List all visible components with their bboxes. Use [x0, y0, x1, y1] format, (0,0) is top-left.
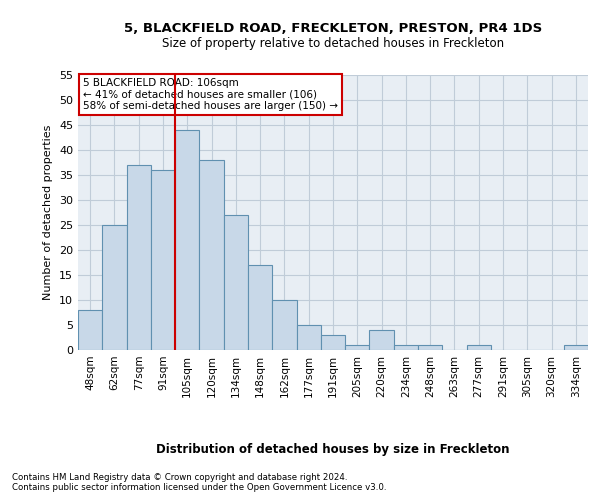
Bar [394, 345, 418, 350]
Bar [224, 215, 248, 350]
Bar [151, 170, 175, 350]
Bar [175, 130, 199, 350]
Bar [199, 160, 224, 350]
Bar [272, 300, 296, 350]
Bar [418, 345, 442, 350]
Text: Distribution of detached houses by size in Freckleton: Distribution of detached houses by size … [156, 442, 510, 456]
Bar [321, 335, 345, 350]
Bar [78, 310, 102, 350]
Text: Size of property relative to detached houses in Freckleton: Size of property relative to detached ho… [162, 38, 504, 51]
Text: Contains HM Land Registry data © Crown copyright and database right 2024.: Contains HM Land Registry data © Crown c… [12, 472, 347, 482]
Bar [345, 345, 370, 350]
Y-axis label: Number of detached properties: Number of detached properties [43, 125, 53, 300]
Bar [370, 330, 394, 350]
Bar [564, 345, 588, 350]
Text: 5, BLACKFIELD ROAD, FRECKLETON, PRESTON, PR4 1DS: 5, BLACKFIELD ROAD, FRECKLETON, PRESTON,… [124, 22, 542, 36]
Text: 5 BLACKFIELD ROAD: 106sqm
← 41% of detached houses are smaller (106)
58% of semi: 5 BLACKFIELD ROAD: 106sqm ← 41% of detac… [83, 78, 338, 111]
Bar [248, 265, 272, 350]
Bar [102, 225, 127, 350]
Bar [467, 345, 491, 350]
Bar [127, 165, 151, 350]
Bar [296, 325, 321, 350]
Text: Contains public sector information licensed under the Open Government Licence v3: Contains public sector information licen… [12, 482, 386, 492]
